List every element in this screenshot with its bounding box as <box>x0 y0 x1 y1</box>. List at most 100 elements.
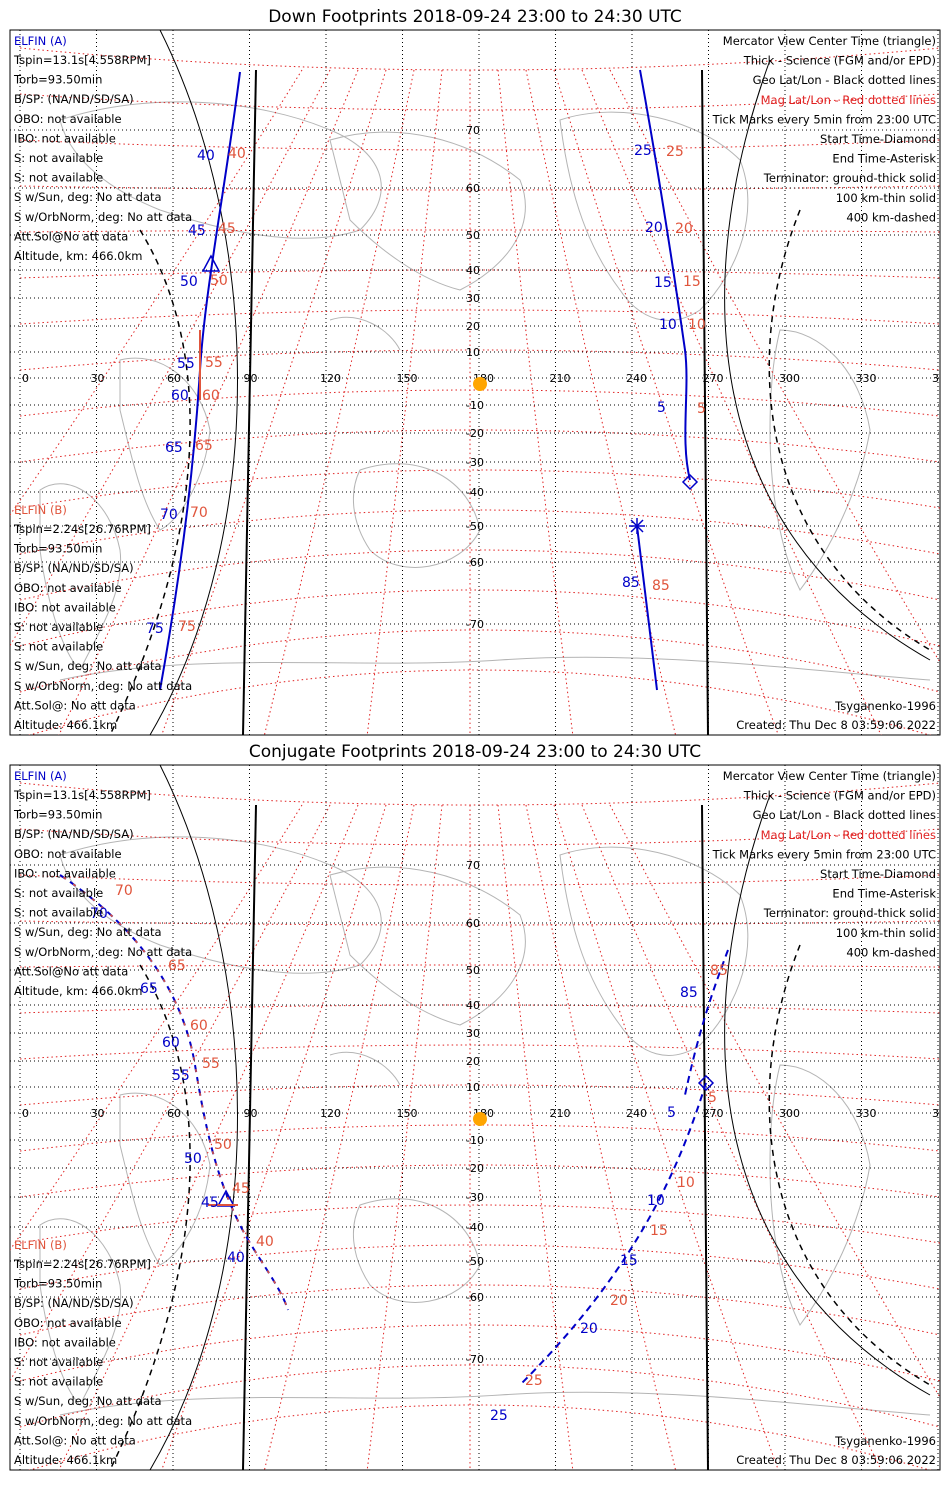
elfin-b-info: S w/OrbNorm, deg: No att data <box>14 1414 192 1428</box>
mag-lat-line <box>19 1244 940 1290</box>
elfin-b-tick: 15 <box>683 274 701 290</box>
elfin-b-tick: 50 <box>214 1137 232 1153</box>
elfin-b-info: Tspin=2.24s[26.76RPM] <box>13 1257 151 1271</box>
mag-lat-line <box>19 309 940 325</box>
coastline-outline-1 <box>119 1092 211 1266</box>
terminator-line-west <box>242 804 257 1470</box>
coastline-outline-5 <box>559 846 749 1056</box>
sun-icon <box>473 377 487 391</box>
elfin-a-tick: 55 <box>172 1068 190 1084</box>
diamond-icon <box>697 1074 715 1092</box>
lat-label: 10 <box>466 346 480 359</box>
mag-lon-line <box>10 69 303 516</box>
mag-lon-line <box>58 804 359 1470</box>
legend-line: 400 km-dashed <box>846 945 936 959</box>
elfin-a-tick: 75 <box>146 621 164 637</box>
elfin-b-info: OBO: not available <box>14 1316 122 1330</box>
lon-label: 90 <box>244 372 258 385</box>
panel-down: Down Footprints 2018-09-24 23:00 to 24:3… <box>9 7 941 736</box>
elfin-b-tick: 60 <box>190 1018 208 1034</box>
elfin-a-tick: 25 <box>490 1408 508 1424</box>
terminator-line-west <box>242 69 257 735</box>
legend-line: Mag Lat/Lon - Red dotted lines <box>761 93 936 107</box>
elfin-b-info: IBO: not available <box>14 600 116 614</box>
mag-lat-line <box>19 828 940 846</box>
elfin-b-info: Torb=93.50min <box>13 1277 102 1291</box>
lon-label: 240 <box>626 372 647 385</box>
model-name: Tsyganenko-1996 <box>834 1434 936 1448</box>
lon-label: 300 <box>779 1107 800 1120</box>
coastline-outline-6 <box>769 1064 871 1326</box>
mag-lon-line <box>525 804 677 1470</box>
elfin-a-title: ELFIN (A) <box>14 34 67 48</box>
mag-lat-line <box>19 349 940 371</box>
elfin-a-tick: 50 <box>180 274 198 290</box>
elfin-b-tick: 25 <box>525 1373 543 1389</box>
lon-label: 240 <box>626 1107 647 1120</box>
elfin-a-tick: 65 <box>140 981 158 997</box>
mag-lat-line <box>19 185 940 191</box>
mag-lat-line <box>19 229 940 233</box>
elfin-a-tick: 40 <box>197 148 215 164</box>
elfin-a-tick: 25 <box>634 143 652 159</box>
mag-lat-line <box>19 1084 940 1106</box>
lat-label: 50 <box>466 229 480 242</box>
elfin-b-info: IBO: not available <box>14 1335 116 1349</box>
mag-lat-line <box>19 1124 940 1152</box>
mag-lat-line <box>19 93 940 111</box>
lon-label: 90 <box>244 1107 258 1120</box>
elfin-b-info: Tspin=2.24s[26.76RPM] <box>13 522 151 536</box>
elfin-b-title: ELFIN (B) <box>14 1238 67 1252</box>
elfin-a-tick: 10 <box>659 317 677 333</box>
elfin-b-info: S w/Sun, deg: No att data <box>14 1394 162 1408</box>
mag-lon-line <box>58 69 359 735</box>
terminator-100km-west <box>149 765 238 1470</box>
elfin-b-track-west <box>59 874 289 1311</box>
coastline-outline-3 <box>329 131 526 291</box>
elfin-b-tick: 5 <box>697 401 706 417</box>
elfin-a-info: Att.Sol@No att data <box>14 964 128 978</box>
mag-lon-line <box>581 69 882 735</box>
mag-lat-line <box>28 669 932 735</box>
legend-line: End Time-Asterisk <box>832 887 936 901</box>
lon-label: 270 <box>703 372 724 385</box>
elfin-b-tick: 55 <box>202 1056 220 1072</box>
elfin-a-info: Tspin=13.1s[4.558RPM] <box>13 788 151 802</box>
lat-label: -50 <box>466 1255 484 1268</box>
terminator-100km-east <box>724 59 931 661</box>
elfin-a-tick: 45 <box>201 1195 219 1211</box>
elfin-a-track-east <box>519 1082 707 1386</box>
coastline-outline-0 <box>39 483 122 671</box>
elfin-b-tick: 25 <box>666 144 684 160</box>
created-date: Created: Thu Dec 8 03:59:06 2022 <box>736 718 936 732</box>
lon-label: 330 <box>856 372 877 385</box>
sun-icon <box>473 1112 487 1126</box>
elfin-b-tick: 75 <box>178 619 196 635</box>
coastline-outline-0 <box>39 1218 122 1406</box>
elfin-a-tick: 40 <box>227 1250 245 1266</box>
elfin-b-info: OBO: not available <box>14 581 122 595</box>
terminator-100km-east <box>724 794 931 1396</box>
legend-line: Terminator: ground-thick solid <box>763 906 936 920</box>
legend-line: Start Time-Diamond <box>820 132 936 146</box>
elfin-b-tick: 10 <box>688 317 706 333</box>
elfin-b-info: S: not available <box>14 1355 103 1369</box>
elfin-a-info: B/SP: (NA/ND/SD/SA) <box>14 827 134 841</box>
elfin-b-info: Altitude: 466.1km <box>14 1453 117 1467</box>
coastline-outline-7 <box>59 656 931 681</box>
terminator-line-east <box>701 69 709 735</box>
elfin-b-info: B/SP: (NA/ND/SD/SA) <box>14 561 134 575</box>
legend-line: Terminator: ground-thick solid <box>763 171 936 185</box>
mag-lat-line <box>19 1004 940 1014</box>
elfin-a-info: S: not available <box>14 171 103 185</box>
elfin-a-tick: 65 <box>165 440 183 456</box>
lon-label: 120 <box>320 372 341 385</box>
legend-line: End Time-Asterisk <box>832 152 936 166</box>
legend-line: Mercator View Center Time (triangle) <box>723 34 936 48</box>
mag-lat-line <box>19 920 940 926</box>
elfin-a-track-south <box>636 525 658 691</box>
lat-label: 30 <box>466 1027 480 1040</box>
coastline-outline-6 <box>769 329 871 591</box>
mag-lat-line <box>19 874 940 886</box>
